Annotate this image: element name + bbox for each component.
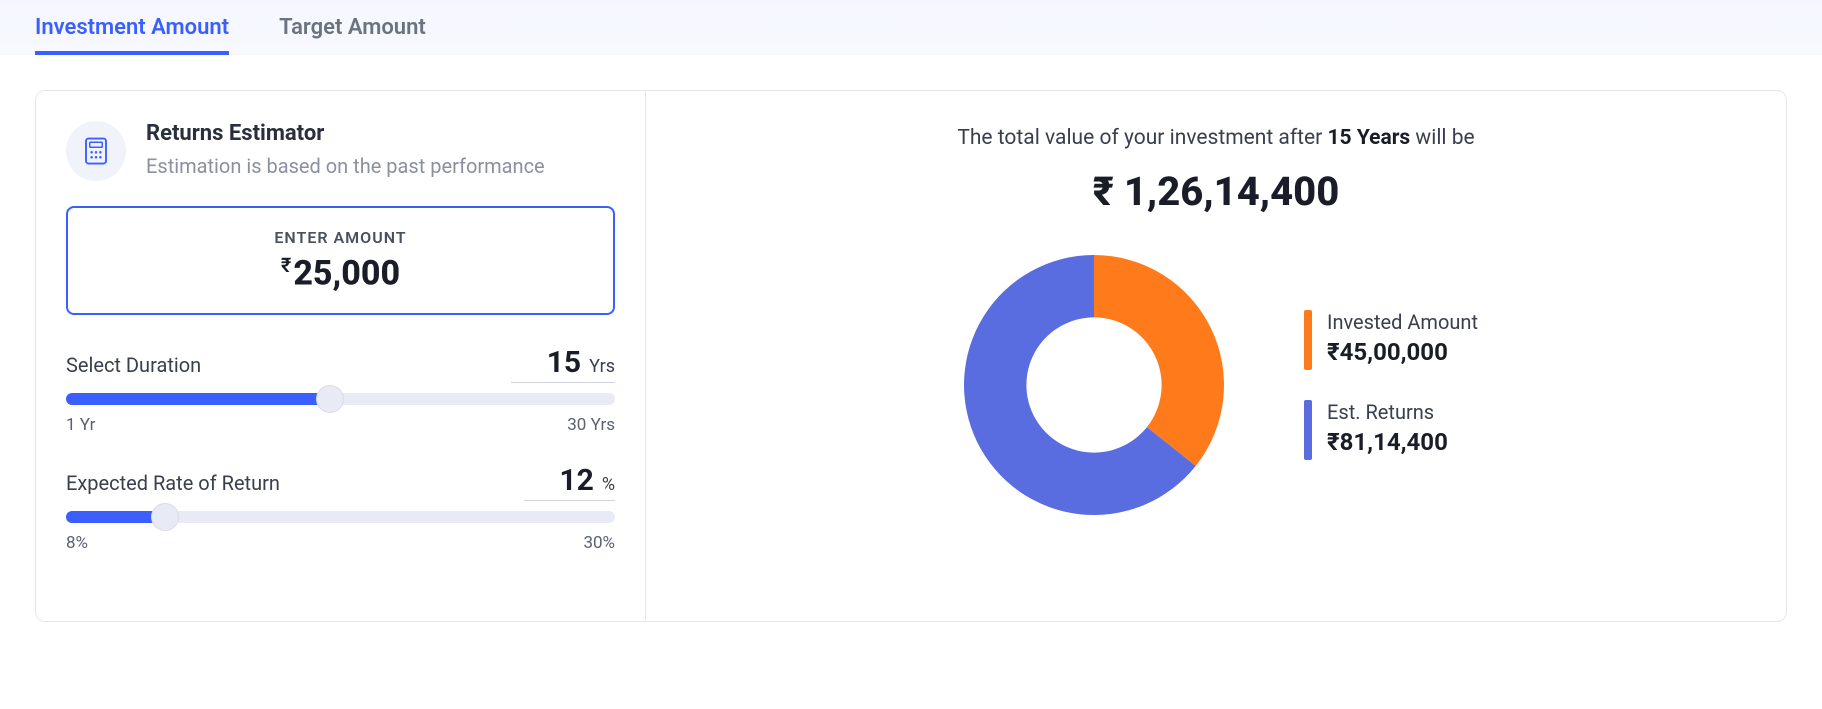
rate-max: 30% (583, 533, 615, 553)
amount-value[interactable]: ₹25,000 (88, 253, 593, 293)
result-sentence: The total value of your investment after… (957, 126, 1474, 150)
duration-slider[interactable] (66, 393, 615, 405)
rate-value[interactable]: 12 (524, 463, 594, 498)
tab-investment-amount[interactable]: Investment Amount (35, 1, 229, 54)
calculator-card: Returns Estimator Estimation is based on… (35, 90, 1787, 622)
rate-min: 8% (66, 533, 88, 553)
amount-label: ENTER AMOUNT (88, 228, 593, 247)
tabs: Investment Amount Target Amount (0, 0, 1822, 55)
estimator-title: Returns Estimator (146, 121, 545, 146)
tab-target-amount[interactable]: Target Amount (279, 1, 426, 54)
chart-area: Invested Amount ₹45,00,000 Est. Returns … (686, 245, 1746, 525)
duration-group: Select Duration 15 Yrs 1 Yr 30 Yrs (66, 345, 615, 435)
legend-invested-label: Invested Amount (1327, 310, 1478, 334)
calculator-icon (66, 121, 126, 181)
duration-min: 1 Yr (66, 415, 95, 435)
legend-invested: Invested Amount ₹45,00,000 (1304, 310, 1478, 370)
rate-slider-thumb[interactable] (152, 504, 178, 530)
duration-unit: Yrs (589, 356, 615, 377)
legend-returns: Est. Returns ₹81,14,400 (1304, 400, 1478, 460)
rate-group: Expected Rate of Return 12 % 8% 30% (66, 463, 615, 553)
rate-unit: % (602, 474, 615, 495)
estimator-subtitle: Estimation is based on the past performa… (146, 154, 545, 178)
rate-slider[interactable] (66, 511, 615, 523)
rate-label: Expected Rate of Return (66, 471, 280, 495)
estimator-header: Returns Estimator Estimation is based on… (66, 121, 615, 181)
amount-input-box[interactable]: ENTER AMOUNT ₹25,000 (66, 206, 615, 315)
result-total: ₹ 1,26,14,400 (1093, 168, 1340, 215)
currency-symbol: ₹ (281, 253, 291, 277)
result-panel: The total value of your investment after… (646, 91, 1786, 621)
amount-text: 25,000 (293, 253, 400, 293)
legend: Invested Amount ₹45,00,000 Est. Returns … (1304, 310, 1478, 460)
duration-max: 30 Yrs (567, 415, 615, 435)
input-panel: Returns Estimator Estimation is based on… (36, 91, 646, 621)
duration-slider-thumb[interactable] (317, 386, 343, 412)
legend-returns-value: ₹81,14,400 (1327, 428, 1448, 456)
legend-returns-label: Est. Returns (1327, 400, 1448, 424)
duration-value[interactable]: 15 (511, 345, 581, 380)
legend-invested-value: ₹45,00,000 (1327, 338, 1478, 366)
duration-label: Select Duration (66, 353, 201, 377)
donut-chart (954, 245, 1234, 525)
